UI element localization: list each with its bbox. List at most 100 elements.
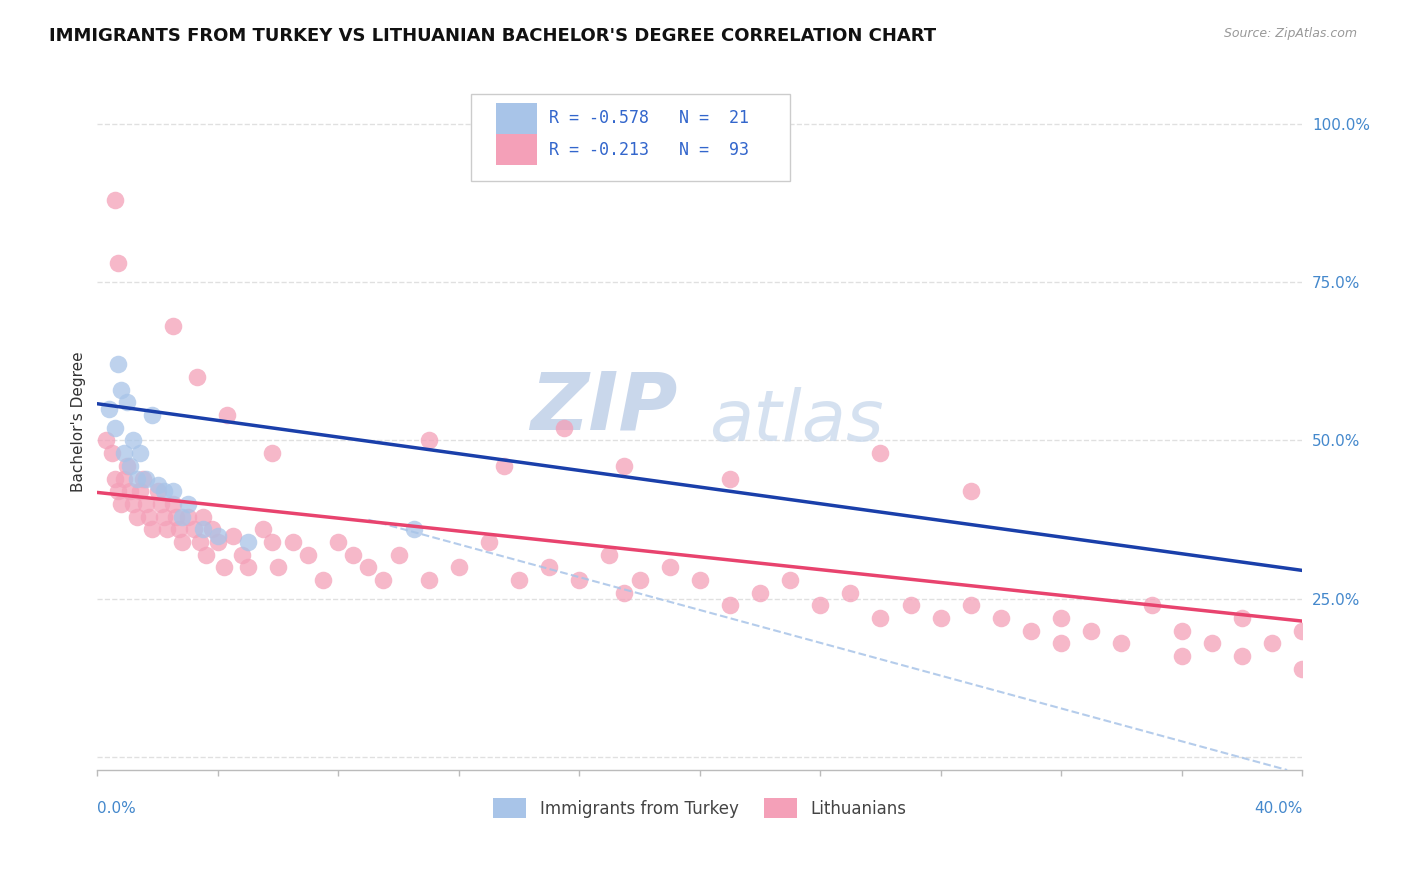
Point (107, 256, 129, 270)
Point (613, 458, 636, 473)
Point (508, 573, 530, 587)
Point (718, 599, 741, 613)
Point (183, 522, 205, 536)
Point (191, 522, 214, 536)
Point (207, 534, 229, 549)
Point (162, 484, 184, 499)
Point (1050, 636, 1073, 650)
Point (110, 497, 132, 511)
Point (231, 548, 253, 562)
Point (135, 471, 157, 485)
Point (1230, 611, 1253, 625)
Point (900, 599, 922, 613)
Point (177, 509, 200, 524)
Point (128, 446, 150, 460)
Point (156, 522, 179, 536)
Point (101, 446, 124, 460)
Point (342, 548, 364, 562)
Point (186, 370, 208, 384)
Point (402, 522, 425, 536)
Text: R = -0.578   N =  21: R = -0.578 N = 21 (550, 110, 749, 128)
Point (114, 471, 136, 485)
Point (929, 611, 952, 625)
Point (357, 560, 380, 574)
Point (146, 478, 169, 492)
Point (177, 497, 200, 511)
Point (749, 585, 772, 599)
Point (125, 509, 148, 524)
Point (107, 484, 129, 499)
Point (1050, 611, 1073, 625)
Point (297, 548, 319, 562)
Point (104, 421, 127, 435)
Point (1080, 624, 1102, 638)
Point (260, 534, 283, 549)
Point (152, 509, 174, 524)
Point (839, 585, 862, 599)
Point (236, 534, 259, 549)
Point (104, 471, 127, 485)
Point (492, 458, 515, 473)
Point (1019, 624, 1042, 638)
Point (107, 358, 129, 372)
Point (114, 446, 136, 460)
Point (1230, 648, 1253, 663)
Point (170, 509, 193, 524)
Point (146, 484, 169, 499)
Point (141, 408, 163, 422)
Point (478, 534, 501, 549)
Point (312, 573, 335, 587)
Point (194, 548, 217, 562)
Point (188, 534, 211, 549)
Point (120, 484, 142, 499)
Point (120, 458, 142, 473)
Text: R = -0.213   N =  93: R = -0.213 N = 93 (550, 141, 749, 159)
Point (1261, 636, 1284, 650)
Point (167, 522, 190, 536)
Point (110, 383, 132, 397)
Point (122, 434, 145, 448)
Point (568, 573, 591, 587)
Point (1291, 624, 1313, 638)
Point (117, 395, 139, 409)
Point (152, 484, 174, 499)
Point (131, 471, 153, 485)
Point (125, 471, 148, 485)
Point (869, 446, 891, 460)
Legend: Immigrants from Turkey, Lithuanians: Immigrants from Turkey, Lithuanians (486, 792, 912, 824)
Point (613, 585, 636, 599)
Point (212, 560, 235, 574)
Point (808, 599, 831, 613)
Point (128, 484, 150, 499)
Point (779, 573, 801, 587)
Point (96, 434, 118, 448)
Point (165, 509, 187, 524)
Point (328, 534, 350, 549)
Point (117, 458, 139, 473)
Point (267, 560, 290, 574)
Y-axis label: Bachelor's Degree: Bachelor's Degree (72, 351, 86, 491)
Point (1201, 636, 1223, 650)
Point (718, 471, 741, 485)
Point (628, 573, 651, 587)
Point (201, 522, 224, 536)
Point (387, 548, 409, 562)
Point (598, 548, 620, 562)
Point (1140, 599, 1163, 613)
Point (689, 573, 711, 587)
Point (869, 611, 891, 625)
Point (1170, 624, 1192, 638)
Point (447, 560, 470, 574)
Point (135, 497, 157, 511)
Text: Source: ZipAtlas.com: Source: ZipAtlas.com (1223, 27, 1357, 40)
FancyBboxPatch shape (471, 94, 790, 181)
Point (170, 534, 193, 549)
FancyBboxPatch shape (496, 103, 537, 134)
Point (1170, 648, 1192, 663)
Point (1291, 662, 1313, 676)
Point (960, 484, 983, 499)
Point (207, 528, 229, 542)
Text: IMMIGRANTS FROM TURKEY VS LITHUANIAN BACHELOR'S DEGREE CORRELATION CHART: IMMIGRANTS FROM TURKEY VS LITHUANIAN BAC… (49, 27, 936, 45)
Point (960, 599, 983, 613)
Point (418, 573, 440, 587)
